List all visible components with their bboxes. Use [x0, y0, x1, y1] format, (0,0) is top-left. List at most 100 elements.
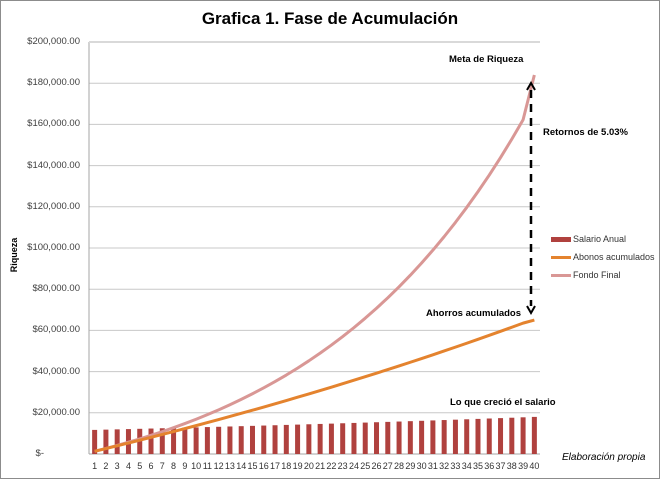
bar-salario: [92, 429, 98, 454]
x-tick-label: 7: [159, 461, 165, 471]
bar-salario: [452, 419, 458, 454]
y-tick-label: $180,000.00: [27, 77, 80, 89]
bar-salario: [306, 424, 312, 454]
x-tick-label: 8: [171, 461, 177, 471]
x-tick-label: 9: [182, 461, 188, 471]
bar-salario: [407, 421, 413, 454]
bar-salario: [419, 420, 425, 454]
bar-salario: [328, 423, 334, 454]
x-tick-label: 17: [270, 461, 281, 471]
x-tick-label: 25: [360, 461, 371, 471]
bar-salario: [295, 424, 301, 454]
legend-item-fondo: Fondo Final: [551, 266, 655, 284]
line-swatch-icon: [551, 255, 571, 259]
bar-salario: [464, 419, 470, 454]
x-tick-label: 4: [125, 461, 131, 471]
bar-salario: [430, 420, 436, 454]
bar-salario: [103, 429, 109, 454]
y-tick-label: $200,000.00: [27, 36, 80, 47]
arrow-down-icon: [526, 305, 536, 316]
bar-salario: [227, 426, 233, 454]
bar-salario: [475, 418, 481, 454]
x-tick-label: 26: [371, 461, 382, 471]
x-tick-label: 37: [495, 461, 506, 471]
bar-salario: [204, 427, 210, 454]
bar-salario: [216, 426, 222, 454]
bar-salario: [340, 423, 346, 454]
bar-salario: [171, 427, 177, 454]
x-tick-label: 31: [427, 461, 438, 471]
bar-salario: [249, 425, 255, 454]
bar-salario: [520, 417, 526, 454]
annotation-salario: Lo que creció el salario: [450, 397, 556, 408]
x-tick-label: 1: [92, 461, 98, 471]
x-tick-label: 5: [137, 461, 143, 471]
x-tick-label: 23: [337, 461, 348, 471]
x-tick-label: 24: [348, 461, 359, 471]
x-tick-label: 22: [326, 461, 337, 471]
x-tick-label: 2: [103, 461, 109, 471]
bar-salario: [148, 428, 154, 454]
x-tick-label: 34: [461, 461, 472, 471]
x-tick-label: 20: [303, 461, 314, 471]
bar-salario: [272, 425, 278, 454]
legend-item-salario: Salario Anual: [551, 230, 655, 248]
x-tick-label: 38: [506, 461, 517, 471]
x-tick-label: 29: [405, 461, 416, 471]
x-tick-label: 36: [484, 461, 495, 471]
bar-salario: [385, 421, 391, 454]
y-tick-label: $60,000.00: [32, 324, 80, 336]
y-tick-label: $80,000.00: [32, 283, 80, 295]
bar-swatch-icon: [551, 236, 571, 242]
bar-salario: [193, 427, 199, 454]
bar-salario: [159, 428, 165, 454]
credit-note: Elaboración propia: [562, 452, 646, 463]
line-fondo-final: [94, 74, 536, 453]
bar-salario: [317, 423, 323, 454]
y-tick-label: $40,000.00: [32, 365, 80, 377]
annotation-retornos: Retornos de 5.03%: [543, 127, 628, 138]
bar-salario: [441, 420, 447, 454]
x-tick-label: 13: [224, 461, 235, 471]
y-tick-label: $120,000.00: [27, 200, 80, 212]
bar-salario: [114, 429, 120, 454]
y-tick-label: $160,000.00: [27, 118, 80, 130]
x-tick-label: 6: [148, 461, 154, 471]
x-tick-label: 10: [191, 461, 202, 471]
x-tick-label: 40: [529, 461, 540, 471]
annotation-meta: Meta de Riqueza: [449, 54, 524, 65]
x-tick-label: 12: [213, 461, 224, 471]
arrow-up-icon: [526, 80, 536, 91]
x-tick-label: 15: [247, 461, 258, 471]
x-tick-label: 28: [394, 461, 405, 471]
annotation-ahorros: Ahorros acumulados: [426, 308, 522, 319]
bar-salario: [509, 417, 515, 454]
x-tick-label: 18: [281, 461, 292, 471]
line-swatch-icon: [551, 273, 571, 277]
legend-item-abonos: Abonos acumulados: [551, 248, 655, 266]
x-tick-label: 30: [416, 461, 427, 471]
y-tick-label: $-: [35, 448, 44, 459]
bar-salario: [283, 424, 289, 454]
x-tick-label: 35: [472, 461, 483, 471]
y-tick-label: $20,000.00: [32, 406, 80, 418]
x-tick-label: 33: [450, 461, 461, 471]
x-tick-label: 32: [439, 461, 450, 471]
legend: Salario Anual Abonos acumulados Fondo Fi…: [551, 230, 655, 284]
x-tick-label: 11: [202, 461, 213, 471]
y-tick-label: $140,000.00: [27, 159, 80, 171]
x-tick-label: 3: [114, 461, 120, 471]
bar-salario: [182, 427, 188, 454]
x-tick-label: 27: [382, 461, 393, 471]
bar-salario: [362, 422, 368, 454]
bar-salario: [374, 422, 380, 454]
x-tick-label: 19: [292, 461, 303, 471]
bar-salario: [261, 425, 267, 454]
x-tick-label: 16: [258, 461, 269, 471]
bar-salario: [498, 418, 504, 454]
x-tick-label: 14: [236, 461, 247, 471]
x-tick-label: 39: [518, 461, 529, 471]
bar-salario: [238, 426, 244, 454]
bar-salario: [351, 422, 357, 454]
